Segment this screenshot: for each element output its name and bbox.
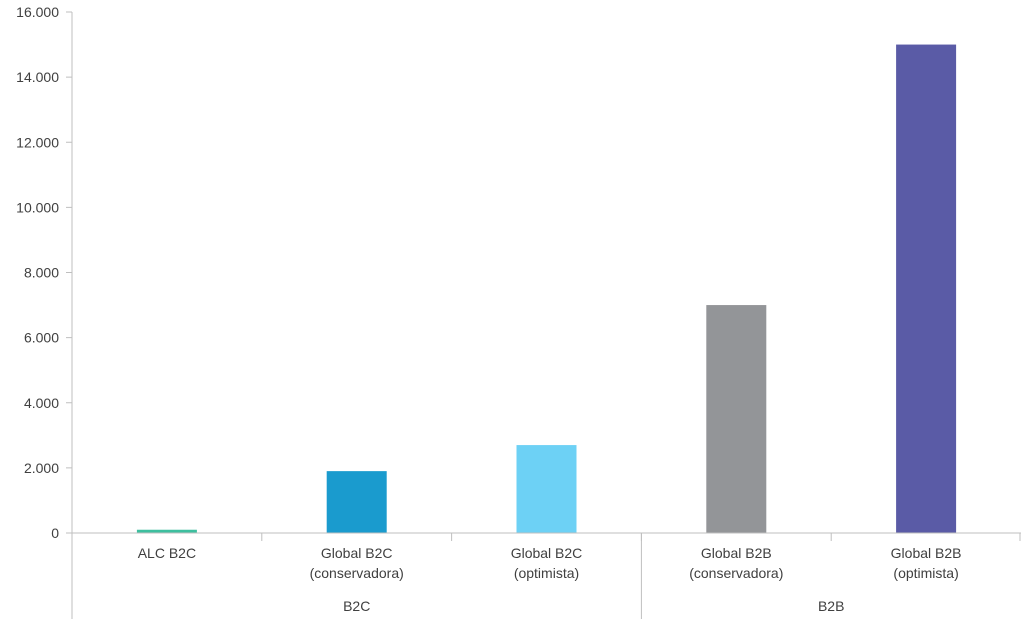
x-tick-label: Global B2C xyxy=(321,545,393,561)
y-tick-label: 16.000 xyxy=(16,4,59,20)
group-label: B2B xyxy=(818,598,844,614)
x-axis: ALC B2C Global B2C (conservadora) Global B2… xyxy=(72,532,1021,619)
y-tick-label: 2.000 xyxy=(24,460,59,476)
x-tick-label: (optimista) xyxy=(893,565,958,581)
y-tick-label: 10.000 xyxy=(16,199,59,215)
group-label: B2C xyxy=(343,598,370,614)
x-tick-label: Global B2B xyxy=(701,545,772,561)
y-tick-label: 12.000 xyxy=(16,134,59,150)
x-tick-label: Global B2B xyxy=(891,545,962,561)
x-tick-label: Global B2C xyxy=(511,545,583,561)
y-axis: 0 2.000 4.000 6.000 8.000 10.000 12.000 14.000 1… xyxy=(16,4,73,619)
x-tick-label: (conservadora) xyxy=(310,565,404,581)
x-tick-label: (optimista) xyxy=(514,565,579,581)
x-tick-label: (conservadora) xyxy=(689,565,783,581)
bar xyxy=(896,44,957,533)
bars xyxy=(136,44,957,533)
bar xyxy=(326,471,387,533)
y-tick-label: 14.000 xyxy=(16,69,59,85)
bar xyxy=(136,529,197,533)
y-tick-label: 0 xyxy=(51,525,59,541)
x-tick-label: ALC B2C xyxy=(138,545,196,561)
bar xyxy=(706,305,767,533)
bar xyxy=(516,445,577,533)
y-tick-label: 6.000 xyxy=(24,330,59,346)
y-tick-label: 4.000 xyxy=(24,395,59,411)
y-tick-label: 8.000 xyxy=(24,265,59,281)
